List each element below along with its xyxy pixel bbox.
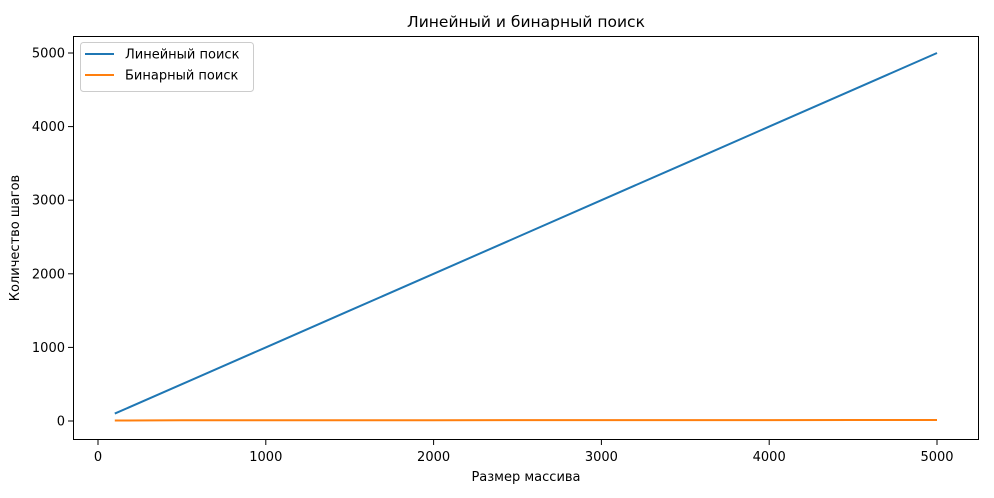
x-tick-label: 0 [94, 450, 102, 465]
x-axis: 0 1000 2000 3000 4000 5000 [94, 440, 954, 465]
y-tick-label: 0 [57, 415, 65, 430]
legend-box [80, 42, 254, 92]
x-tick-label: 5000 [920, 450, 953, 465]
axes-frame [73, 36, 979, 440]
series-line-1 [114, 419, 937, 422]
x-tick-label: 4000 [753, 450, 786, 465]
legend-label-linear: Линейный поиск [125, 48, 240, 63]
x-axis-label: Размер массива [471, 470, 580, 485]
legend: Линейный поиск Бинарный поиск [80, 42, 254, 92]
x-tick-label: 1000 [249, 450, 282, 465]
x-tick-label: 2000 [417, 450, 450, 465]
y-axis: 0 1000 2000 3000 4000 5000 [32, 47, 73, 430]
y-tick-label: 2000 [32, 267, 65, 282]
legend-label-binary: Бинарный поиск [125, 69, 238, 84]
y-axis-label: Количество шагов [8, 175, 23, 301]
plot-area [114, 52, 938, 422]
y-tick-label: 4000 [32, 120, 65, 135]
series-line-0 [114, 52, 938, 415]
chart-title: Линейный и бинарный поиск [407, 13, 645, 31]
x-tick-label: 3000 [585, 450, 618, 465]
y-tick-label: 1000 [32, 341, 65, 356]
y-tick-label: 3000 [32, 194, 65, 209]
y-tick-label: 5000 [32, 47, 65, 62]
